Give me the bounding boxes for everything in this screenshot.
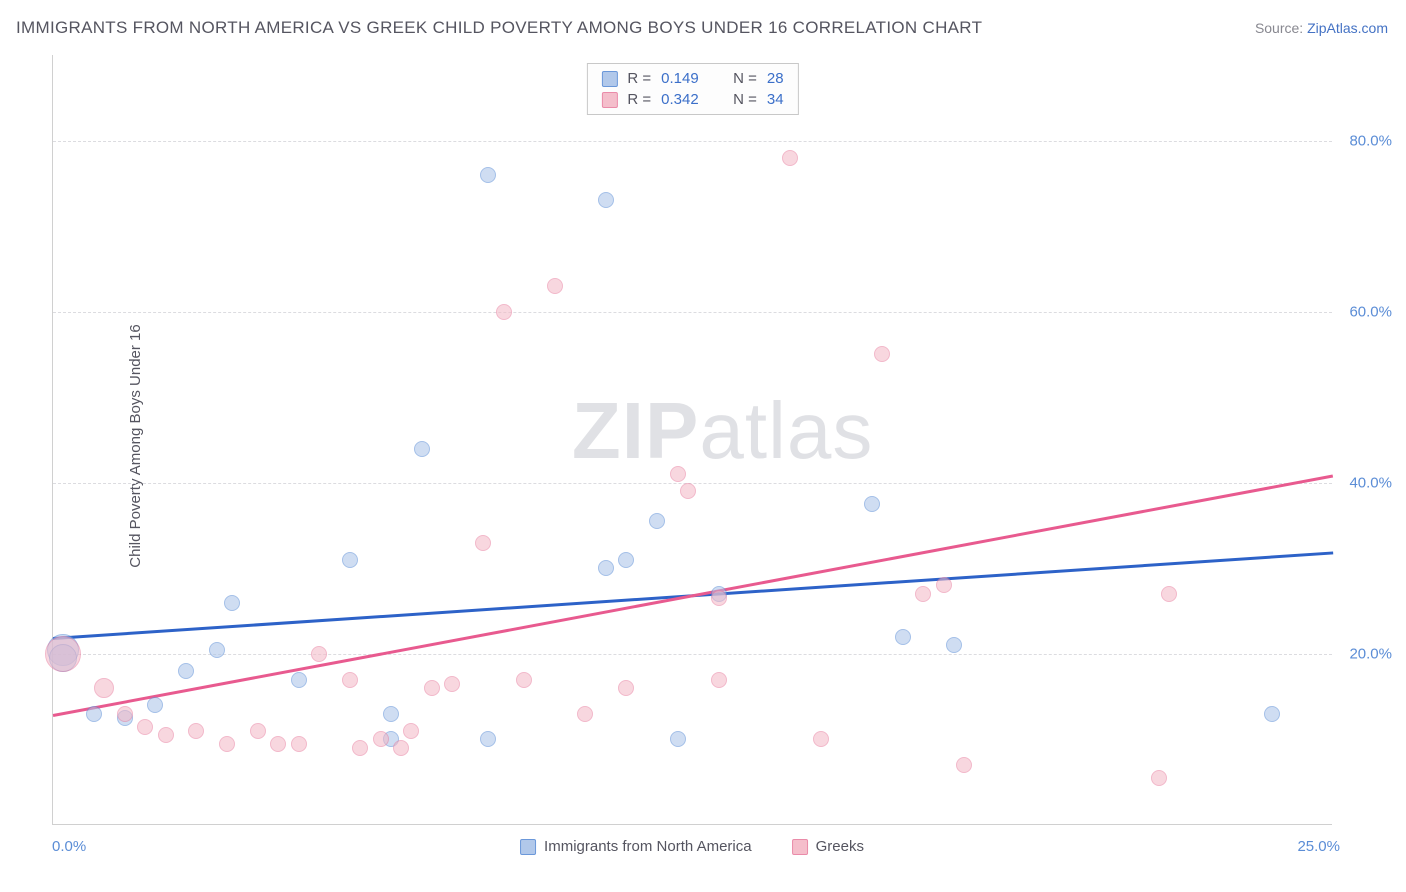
data-point (711, 590, 727, 606)
data-point (291, 672, 307, 688)
legend-item-blue: Immigrants from North America (520, 838, 752, 855)
gridline (53, 654, 1332, 655)
gridline (53, 141, 1332, 142)
data-point (94, 678, 114, 698)
series-legend: Immigrants from North America Greeks (520, 838, 864, 855)
data-point (598, 192, 614, 208)
data-point (946, 637, 962, 653)
data-point (1151, 770, 1167, 786)
correlation-legend: R = 0.149 N = 28 R = 0.342 N = 34 (586, 63, 798, 115)
data-point (270, 736, 286, 752)
n-value-blue: 28 (767, 70, 784, 87)
correlation-legend-row-1: R = 0.149 N = 28 (601, 70, 783, 87)
y-tick-label: 40.0% (1349, 474, 1392, 491)
r-label: R = (627, 70, 651, 87)
x-axis: 0.0% Immigrants from North America Greek… (52, 838, 1332, 868)
data-point (480, 167, 496, 183)
data-point (618, 680, 634, 696)
data-point (117, 706, 133, 722)
data-point (352, 740, 368, 756)
data-point (158, 727, 174, 743)
data-point (224, 595, 240, 611)
r-value-pink: 0.342 (661, 91, 711, 108)
chart-title: IMMIGRANTS FROM NORTH AMERICA VS GREEK C… (16, 18, 982, 38)
data-point (864, 496, 880, 512)
data-point (188, 723, 204, 739)
data-point (383, 706, 399, 722)
data-point (403, 723, 419, 739)
data-point (813, 731, 829, 747)
n-label: N = (733, 91, 757, 108)
data-point (45, 636, 81, 672)
data-point (209, 642, 225, 658)
data-point (178, 663, 194, 679)
data-point (956, 757, 972, 773)
data-point (618, 552, 634, 568)
data-point (444, 676, 460, 692)
data-point (219, 736, 235, 752)
data-point (342, 552, 358, 568)
n-value-pink: 34 (767, 91, 784, 108)
y-tick-label: 80.0% (1349, 132, 1392, 149)
data-point (393, 740, 409, 756)
source-attribution: Source: ZipAtlas.com (1255, 20, 1388, 36)
data-point (137, 719, 153, 735)
legend-item-pink: Greeks (792, 838, 864, 855)
data-point (373, 731, 389, 747)
x-tick-min: 0.0% (52, 838, 86, 855)
source-link[interactable]: ZipAtlas.com (1307, 20, 1388, 36)
correlation-legend-row-2: R = 0.342 N = 34 (601, 91, 783, 108)
data-point (782, 150, 798, 166)
data-point (475, 535, 491, 551)
data-point (342, 672, 358, 688)
data-point (480, 731, 496, 747)
watermark: ZIPatlas (572, 384, 873, 476)
data-point (649, 513, 665, 529)
gridline (53, 312, 1332, 313)
r-value-blue: 0.149 (661, 70, 711, 87)
data-point (291, 736, 307, 752)
data-point (424, 680, 440, 696)
series-swatch-blue (601, 71, 617, 87)
data-point (547, 278, 563, 294)
series-swatch-blue (520, 839, 536, 855)
chart-container: IMMIGRANTS FROM NORTH AMERICA VS GREEK C… (0, 0, 1406, 892)
data-point (414, 441, 430, 457)
data-point (311, 646, 327, 662)
data-point (680, 483, 696, 499)
series-swatch-pink (601, 92, 617, 108)
data-point (577, 706, 593, 722)
n-label: N = (733, 70, 757, 87)
data-point (516, 672, 532, 688)
data-point (670, 731, 686, 747)
data-point (496, 304, 512, 320)
plot-area: R = 0.149 N = 28 R = 0.342 N = 34 ZIPatl… (52, 55, 1332, 825)
data-point (895, 629, 911, 645)
trend-line (53, 474, 1333, 716)
data-point (1161, 586, 1177, 602)
series-name-pink: Greeks (816, 838, 864, 855)
data-point (598, 560, 614, 576)
data-point (874, 346, 890, 362)
series-swatch-pink (792, 839, 808, 855)
gridline (53, 483, 1332, 484)
y-tick-label: 20.0% (1349, 645, 1392, 662)
data-point (670, 466, 686, 482)
r-label: R = (627, 91, 651, 108)
data-point (86, 706, 102, 722)
y-tick-label: 60.0% (1349, 303, 1392, 320)
data-point (936, 577, 952, 593)
x-tick-max: 25.0% (1297, 838, 1340, 855)
data-point (147, 697, 163, 713)
data-point (1264, 706, 1280, 722)
series-name-blue: Immigrants from North America (544, 838, 752, 855)
data-point (250, 723, 266, 739)
source-label: Source: (1255, 20, 1307, 36)
data-point (711, 672, 727, 688)
data-point (915, 586, 931, 602)
